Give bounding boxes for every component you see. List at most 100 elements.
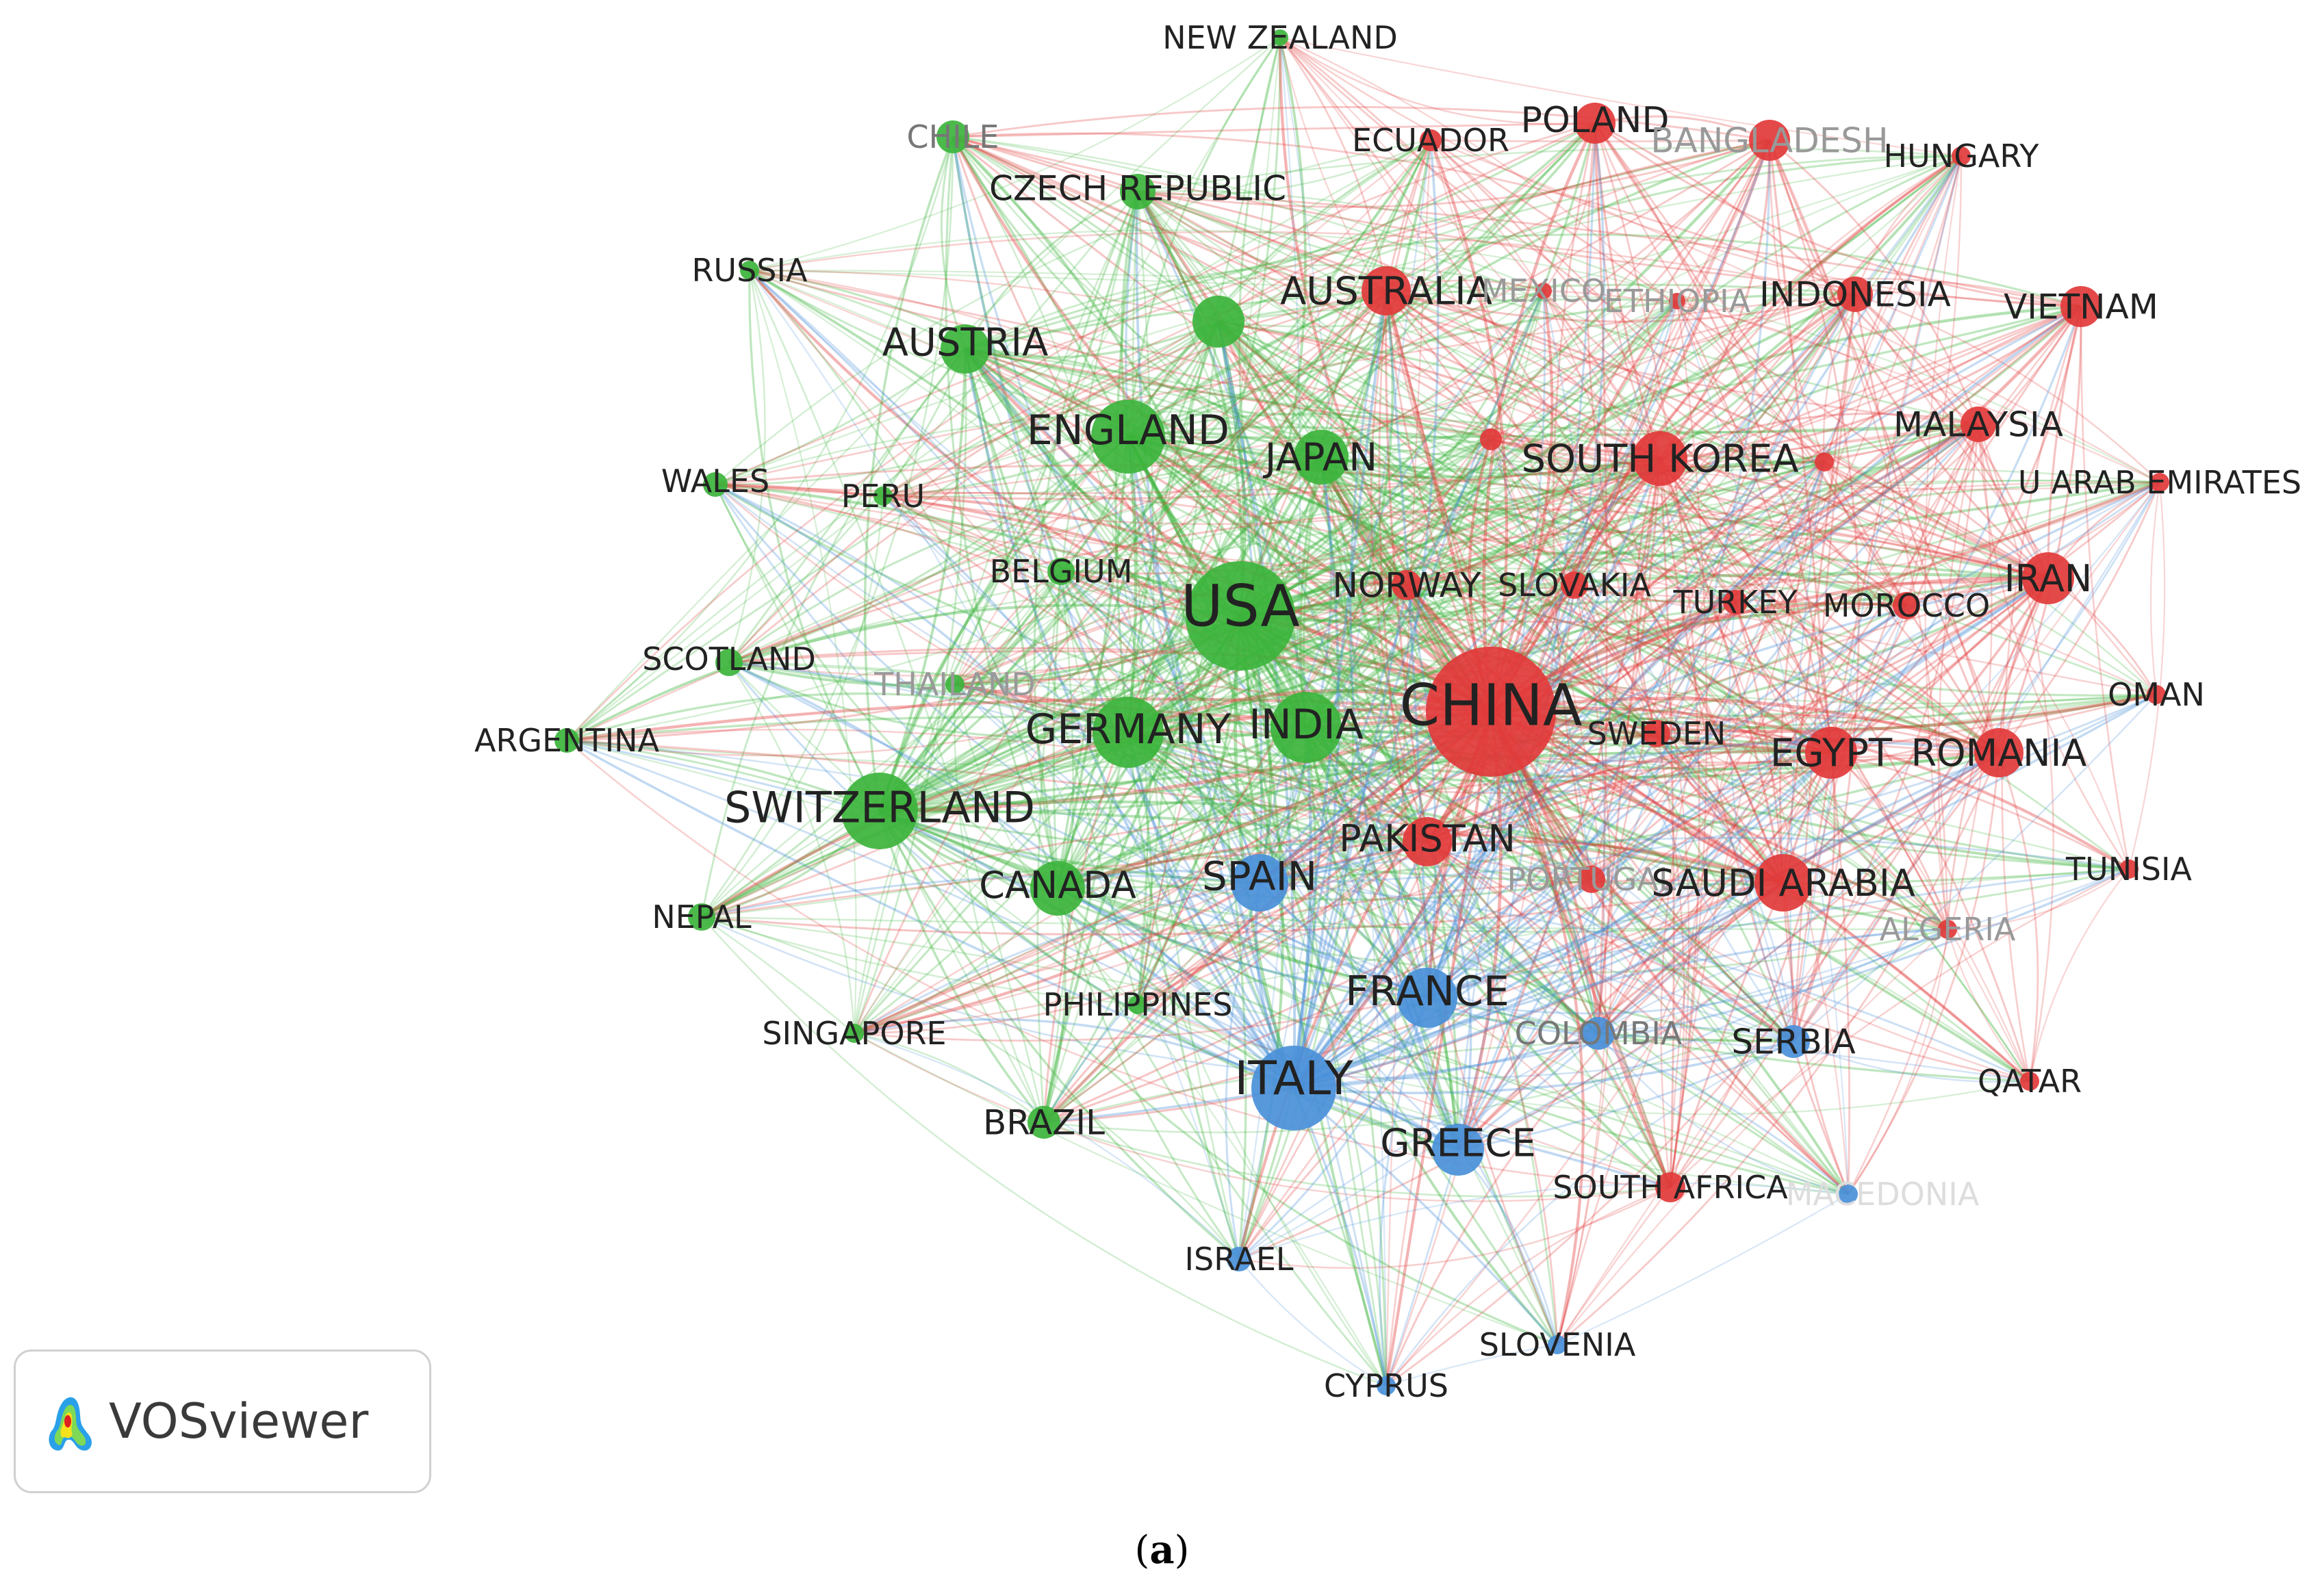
node-germany[interactable] <box>1093 697 1164 768</box>
node-japan[interactable] <box>1294 430 1349 485</box>
node-peru[interactable] <box>873 487 893 506</box>
link-south-korea-qatar <box>1659 457 2031 1082</box>
node-romania[interactable] <box>1974 728 2023 777</box>
node-nepal[interactable] <box>688 903 715 931</box>
link-austria-wales <box>715 348 966 486</box>
node-france[interactable] <box>1397 968 1457 1028</box>
link-austria-saudi-arabia <box>965 348 1785 884</box>
link-algeria-italy <box>1293 928 1948 1089</box>
node-greece[interactable] <box>1432 1124 1484 1176</box>
node-austria[interactable] <box>941 324 990 374</box>
node-mexico[interactable] <box>1535 283 1552 299</box>
link-scotland-philippines <box>728 662 1138 1005</box>
link-japan-macedonia <box>1320 456 1850 1195</box>
link-argentina-switzerland <box>566 739 880 812</box>
node-iran[interactable] <box>2022 552 2074 604</box>
link-czech-republic-italy <box>1135 191 1295 1089</box>
node-unlabeled-green[interactable] <box>1192 296 1244 348</box>
figure-caption: (a) <box>1134 1527 1190 1573</box>
node-unlabeled-red-1[interactable] <box>1480 428 1502 450</box>
node-spain[interactable] <box>1231 854 1288 912</box>
node-malaysia[interactable] <box>1961 406 1996 442</box>
node-slovenia[interactable] <box>1548 1335 1567 1354</box>
link-england-slovenia <box>1127 436 1559 1345</box>
node-unlabeled-red-2[interactable] <box>1815 452 1834 471</box>
node-italy[interactable] <box>1251 1046 1336 1131</box>
link-canada-south-africa <box>1057 887 1671 1189</box>
node-russia[interactable] <box>740 261 759 280</box>
node-hungary[interactable] <box>1952 146 1971 166</box>
label-poland: POLAND <box>1521 100 1670 141</box>
node-macedonia[interactable] <box>1839 1185 1858 1204</box>
node-egypt[interactable] <box>1805 727 1857 779</box>
node-portugal[interactable] <box>1578 866 1605 893</box>
link-switzerland-australia <box>878 289 1388 812</box>
link-czech-republic-oman <box>1137 190 2157 696</box>
link-russia-israel <box>749 270 1240 1260</box>
link-india-greece <box>1305 727 1459 1150</box>
label-pakistan: PAKISTAN <box>1339 817 1516 860</box>
node-chile[interactable] <box>936 120 969 153</box>
node-singapore[interactable] <box>845 1024 864 1043</box>
node-slovakia[interactable] <box>1561 571 1588 599</box>
node-south-africa[interactable] <box>1655 1172 1685 1202</box>
node-ecuador[interactable] <box>1420 129 1442 151</box>
link-philippines-slovakia <box>1137 584 1575 1005</box>
node-israel[interactable] <box>1227 1247 1251 1271</box>
node-philippines[interactable] <box>1128 995 1147 1014</box>
node-sweden[interactable] <box>1643 720 1670 747</box>
link-indonesia-france <box>1426 293 1856 998</box>
node-czech-republic[interactable] <box>1120 174 1155 209</box>
link-austria-cyprus <box>964 348 1388 1386</box>
link-hungary-serbia <box>1792 155 1963 1042</box>
link-slovakia-slovenia <box>1556 584 1613 1345</box>
link-india-nepal <box>701 726 1307 918</box>
link-argentina-south-korea <box>566 457 1661 742</box>
link-philippines-south-africa <box>1137 1003 1671 1189</box>
node-bangladesh[interactable] <box>1749 120 1790 161</box>
node-usa[interactable] <box>1186 561 1295 671</box>
node-canada[interactable] <box>1030 861 1085 916</box>
node-saudi-arabia[interactable] <box>1754 854 1812 912</box>
node-australia[interactable] <box>1362 266 1411 315</box>
node-algeria[interactable] <box>1938 920 1957 939</box>
node-ethiopia[interactable] <box>1669 293 1685 309</box>
node-thailand[interactable] <box>945 675 965 694</box>
node-turkey[interactable] <box>1723 590 1748 615</box>
link-wales-china <box>715 482 1492 713</box>
node-south-korea[interactable] <box>1633 431 1687 486</box>
node-tunisia[interactable] <box>2119 860 2138 879</box>
node-indonesia[interactable] <box>1837 276 1873 312</box>
link-russia-usa <box>749 269 1242 617</box>
link-iran-france <box>1427 577 2049 999</box>
node-qatar[interactable] <box>2020 1072 2039 1091</box>
node-u-arab-emirates[interactable] <box>2150 473 2169 492</box>
link-china-macedonia <box>1490 711 1850 1196</box>
node-norway[interactable] <box>1392 570 1422 600</box>
node-india[interactable] <box>1270 692 1342 763</box>
node-belgium[interactable] <box>1047 558 1075 585</box>
node-vietnam[interactable] <box>2060 286 2102 327</box>
node-new-zealand[interactable] <box>1272 29 1288 46</box>
node-colombia[interactable] <box>1582 1017 1615 1050</box>
node-switzerland[interactable] <box>841 773 918 849</box>
node-serbia[interactable] <box>1777 1025 1810 1058</box>
node-oman[interactable] <box>2147 685 2166 704</box>
node-poland[interactable] <box>1574 103 1616 144</box>
node-pakistan[interactable] <box>1403 817 1452 866</box>
node-wales[interactable] <box>703 472 728 497</box>
link-vietnam-italy <box>1292 305 2082 1089</box>
node-cyprus[interactable] <box>1377 1376 1396 1395</box>
node-england[interactable] <box>1091 400 1165 474</box>
node-brazil[interactable] <box>1027 1106 1060 1139</box>
link-france-macedonia <box>1427 996 1849 1196</box>
link-argentina-china <box>566 697 1492 742</box>
link-unlabeled-green-romania <box>1217 320 2000 754</box>
node-china[interactable] <box>1426 647 1556 777</box>
label-singapore: SINGAPORE <box>762 1015 946 1052</box>
node-scotland[interactable] <box>715 649 743 676</box>
node-argentina[interactable] <box>554 728 579 753</box>
link-singapore-iran <box>854 577 2049 1035</box>
node-morocco[interactable] <box>1893 592 1920 619</box>
link-unlabeled-red-1-turkey <box>1490 439 1736 604</box>
